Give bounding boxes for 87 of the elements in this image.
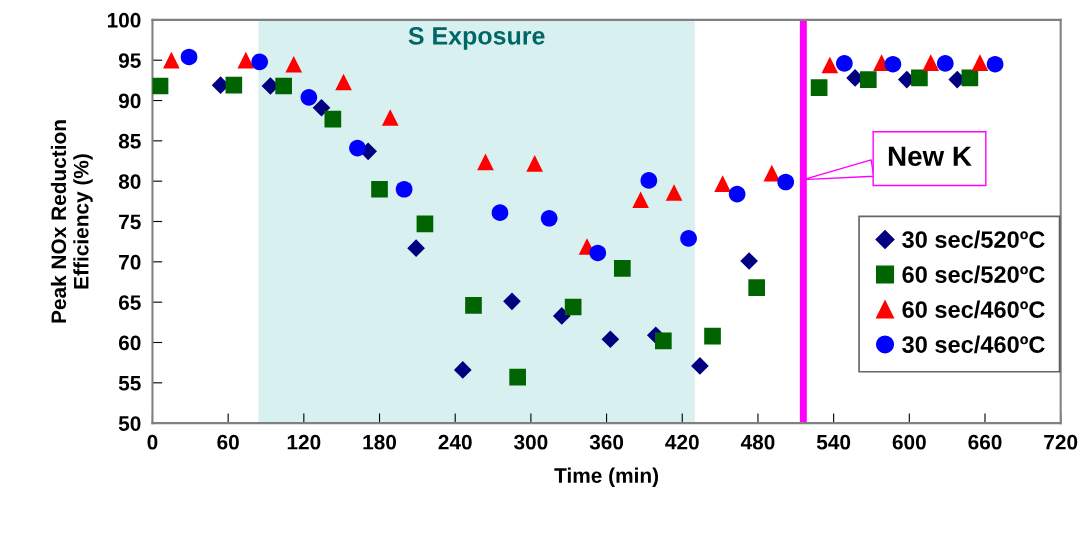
y-tick-label: 95 [118, 53, 141, 68]
y-tick-label: 100 [107, 12, 141, 28]
point [237, 51, 255, 69]
point [180, 48, 198, 66]
point [614, 259, 631, 277]
point [335, 73, 352, 91]
point [275, 77, 292, 95]
legend-label: 30 sec/460ºC [902, 335, 1045, 354]
point [564, 298, 582, 316]
y-tick-label: 90 [118, 93, 141, 109]
y-tick-label: 50 [118, 416, 141, 431]
point [349, 139, 366, 157]
x-tick-label: 0 [147, 434, 158, 450]
point [836, 55, 853, 72]
point [859, 71, 877, 88]
point [777, 173, 795, 191]
x-axis-title: Time (min) [554, 467, 659, 487]
y-tick-label: 80 [118, 174, 141, 189]
point [526, 155, 544, 172]
point [453, 361, 472, 379]
point [312, 98, 331, 117]
point [986, 55, 1004, 73]
point [714, 175, 731, 192]
point [407, 239, 425, 257]
point [465, 297, 482, 314]
y-tick-label: 60 [118, 335, 141, 351]
point [821, 56, 839, 74]
ref-line-label: New K [888, 146, 972, 167]
point [381, 109, 399, 126]
point [416, 215, 434, 233]
point [285, 55, 303, 73]
y-tick-label: 85 [118, 133, 141, 149]
legend-label: 60 sec/520ºC [902, 265, 1045, 284]
point [503, 292, 521, 311]
x-tick-label: 720 [1044, 434, 1078, 450]
point [152, 77, 169, 95]
point [728, 185, 746, 203]
point [655, 332, 672, 350]
legend-label: 60 sec/460ºC [902, 300, 1045, 319]
point [324, 110, 342, 128]
y-tick-label: 75 [119, 214, 141, 230]
point [884, 55, 902, 73]
x-tick-label: 540 [816, 434, 851, 450]
point [748, 279, 766, 296]
point [936, 55, 954, 72]
point [477, 153, 494, 171]
x-tick-label: 360 [589, 434, 624, 450]
point [740, 252, 758, 270]
point [704, 327, 721, 345]
x-tick-label: 600 [892, 434, 926, 450]
y-axis-title: Peak NOx Reduction Efficiency (%) [50, 120, 93, 323]
point [691, 357, 709, 375]
point [395, 180, 413, 198]
x-tick-label: 660 [968, 434, 1002, 450]
point [552, 307, 571, 325]
point [680, 230, 697, 247]
x-tick-label: 420 [665, 434, 699, 450]
point [601, 330, 620, 349]
point [251, 53, 269, 71]
x-tick-label: 480 [740, 434, 775, 450]
point [922, 54, 940, 71]
point [225, 76, 243, 94]
point [371, 180, 388, 198]
point [971, 54, 989, 71]
y-tick-label: 65 [118, 295, 141, 310]
x-tick-label: 60 [217, 434, 239, 450]
point [540, 209, 558, 227]
point [300, 88, 318, 106]
x-tick-label: 120 [287, 434, 321, 450]
point [810, 79, 828, 96]
legend-label: 30 sec/520ºC [902, 230, 1045, 249]
point [509, 368, 526, 386]
point [589, 244, 607, 262]
x-tick-label: 240 [438, 434, 472, 450]
point [961, 69, 979, 87]
y-tick-label: 55 [118, 376, 141, 391]
point [491, 204, 509, 221]
point [640, 172, 658, 189]
x-tick-label: 180 [363, 434, 397, 450]
y-tick-label: 70 [119, 254, 141, 270]
x-tick-label: 300 [513, 434, 548, 450]
point [632, 191, 649, 209]
point [911, 69, 928, 87]
point [665, 184, 683, 201]
band-label: S Exposure [408, 26, 545, 50]
point [163, 51, 180, 69]
point [763, 164, 781, 182]
